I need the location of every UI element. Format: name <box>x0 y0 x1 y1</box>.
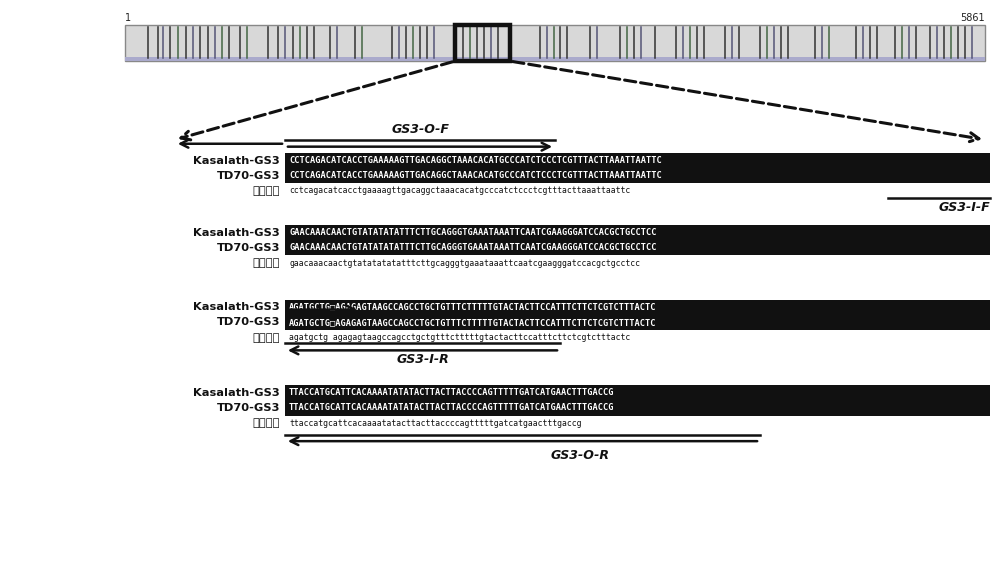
Bar <box>285 240 990 255</box>
Text: AGATGCTG□AGAGAGTAAGCCAGCCTGCTGTTTCTTTTTGTACTACTTCCATTTCTTCTCGTCTTTACTC: AGATGCTG□AGAGAGTAAGCCAGCCTGCTGTTTCTTTTTG… <box>289 318 656 327</box>
Bar <box>285 300 990 315</box>
Text: GAACAAACAACTGTATATATATTTCTTGCAGGGTGAAATAAATTCAATCGAAGGGATCCACGCTGCCTCC: GAACAAACAACTGTATATATATTTCTTGCAGGGTGAAATA… <box>289 243 656 253</box>
Text: AGATGCTG□AGAGAGTAAGCCAGCCTGCTGTTTCTTTTTGTACTACTTCCATTTCTTCTCGTCTTTACTC: AGATGCTG□AGAGAGTAAGCCAGCCTGCTGTTTCTTTTTG… <box>289 303 656 312</box>
Text: CCTCAGACATCACCTGAAAAAGTTGACAGGCTAAACACATGCCCATCTCCCTCGTTTACTTAAATTAATTC: CCTCAGACATCACCTGAAAAAGTTGACAGGCTAAACACAT… <box>289 171 662 180</box>
Text: 对比序列: 对比序列 <box>252 418 280 428</box>
Text: GS3-I-R: GS3-I-R <box>396 353 449 366</box>
Text: TD70-GS3: TD70-GS3 <box>216 171 280 181</box>
Bar <box>285 315 990 330</box>
Text: Kasalath-GS3: Kasalath-GS3 <box>193 388 280 398</box>
Text: 对比序列: 对比序列 <box>252 186 280 196</box>
Bar <box>285 225 990 240</box>
Text: TD70-GS3: TD70-GS3 <box>216 403 280 413</box>
Text: TD70-GS3: TD70-GS3 <box>216 317 280 328</box>
Bar <box>125 25 985 61</box>
Text: GS3-I-F: GS3-I-F <box>938 201 990 214</box>
Bar <box>125 57 985 61</box>
Text: TD70-GS3: TD70-GS3 <box>216 243 280 253</box>
Text: GS3-O-R: GS3-O-R <box>550 449 610 462</box>
Text: 对比序列: 对比序列 <box>252 258 280 268</box>
Text: gaacaaacaactgtatatatatatttcttgcagggtgaaataaattcaatcgaagggatccacgctgcctcc: gaacaaacaactgtatatatatatttcttgcagggtgaaa… <box>289 258 640 268</box>
Text: 对比序列: 对比序列 <box>252 332 280 343</box>
Text: agatgctg agagagtaagccagcctgctgtttctttttgtactacttccatttcttctcgtctttactc: agatgctg agagagtaagccagcctgctgtttctttttg… <box>289 333 630 342</box>
Text: Kasalath-GS3: Kasalath-GS3 <box>193 155 280 166</box>
Text: TTACCATGCATTCACAAAATATATACTTACTTACCCCAGTTTTTGATCATGAACTTTGACCG: TTACCATGCATTCACAAAATATATACTTACTTACCCCAGT… <box>289 403 614 413</box>
Text: ttaccatgcattcacaaaatatacttacttaccccagtttttgatcatgaactttgaccg: ttaccatgcattcacaaaatatacttacttaccccagttt… <box>289 418 582 428</box>
Text: 5861: 5861 <box>960 13 985 23</box>
Text: GAACAAACAACTGTATATATATTTCTTGCAGGGTGAAATAAATTCAATCGAAGGGATCCACGCTGCCTCC: GAACAAACAACTGTATATATATTTCTTGCAGGGTGAAATA… <box>289 228 656 237</box>
Text: Kasalath-GS3: Kasalath-GS3 <box>193 302 280 313</box>
Text: Kasalath-GS3: Kasalath-GS3 <box>193 228 280 238</box>
Bar <box>455 25 510 61</box>
Bar <box>285 400 990 416</box>
Bar <box>285 153 990 168</box>
Bar <box>285 168 990 183</box>
Text: cctcagacatcacctgaaaagttgacaggctaaacacatgcccatctccctcgtttacttaaattaattc: cctcagacatcacctgaaaagttgacaggctaaacacatg… <box>289 186 630 196</box>
Bar <box>285 385 990 400</box>
Text: GS3-O-F: GS3-O-F <box>391 123 449 136</box>
Text: TTACCATGCATTCACAAAATATATACTTACTTACCCCAGTTTTTGATCATGAACTTTGACCG: TTACCATGCATTCACAAAATATATACTTACTTACCCCAGT… <box>289 388 614 398</box>
Text: CCTCAGACATCACCTGAAAAAGTTGACAGGCTAAACACATGCCCATCTCCCTCGTTTACTTAAATTAATTC: CCTCAGACATCACCTGAAAAAGTTGACAGGCTAAACACAT… <box>289 156 662 165</box>
Text: 1: 1 <box>125 13 131 23</box>
